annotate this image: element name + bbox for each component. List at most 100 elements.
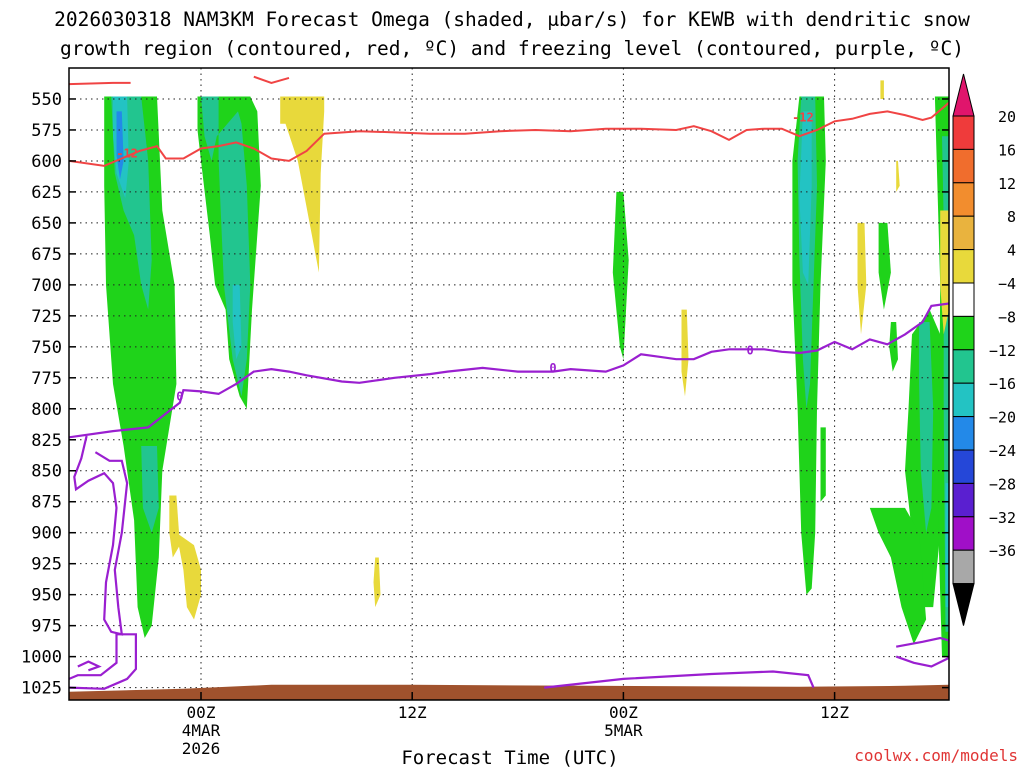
freezing-level-loop	[544, 670, 815, 689]
freezing-level-label: 0	[747, 344, 754, 358]
y-tick-label: 750	[31, 338, 62, 358]
omega-region-3	[116, 111, 124, 180]
y-tick-label: 950	[31, 586, 62, 606]
omega-region-4	[141, 446, 159, 533]
colorbar-max-arrow	[952, 73, 975, 117]
y-tick-label: 975	[31, 617, 62, 637]
colorbar: 20 16 12 8 4 −4 −8 −12 −16 −20 −24 −28 −32 −36	[952, 73, 1016, 626]
x-tick-label: 12Z	[398, 703, 427, 722]
y-tick-label: 725	[31, 307, 62, 327]
omega-region-27	[896, 160, 900, 192]
omega-region-22	[169, 495, 180, 558]
colorbar-bin	[952, 315, 975, 351]
omega-region-25	[681, 309, 689, 397]
x-tick-year: 2026	[182, 739, 221, 758]
dgz-contour-label: -12	[792, 111, 814, 125]
colorbar-label: 20	[998, 108, 1016, 126]
colorbar-bin	[952, 349, 975, 384]
chart-title-line1: 2026030318 NAM3KM Forecast Omega (shaded…	[54, 8, 970, 31]
y-tick-label: 700	[31, 276, 62, 296]
omega-region-13	[889, 322, 898, 372]
credit-text: coolwx.com/models	[854, 746, 1018, 765]
colorbar-label: 4	[1007, 242, 1016, 260]
colorbar-label: −8	[998, 308, 1016, 326]
y-tick-label: 1025	[21, 679, 62, 699]
omega-region-7	[232, 284, 242, 360]
colorbar-bin	[952, 482, 975, 518]
freezing-level-loop	[77, 660, 102, 672]
freezing-level-loop	[895, 636, 949, 668]
x-tick-label: 00Z	[187, 703, 216, 722]
terrain	[69, 684, 949, 700]
dgz-contour-line-upper	[69, 81, 131, 86]
omega-region-8	[612, 191, 629, 360]
colorbar-bin	[952, 416, 975, 451]
y-tick-label: 550	[31, 90, 62, 110]
chart-title-line2: growth region (contoured, red, ºC) and f…	[60, 37, 964, 60]
omega-region-11	[799, 111, 812, 285]
terrain-fill	[69, 684, 949, 700]
omega-region-29	[880, 80, 884, 99]
colorbar-bin	[952, 549, 975, 585]
dgz-contour-line-upper	[253, 75, 290, 84]
freezing-level-loop	[69, 633, 137, 690]
colorbar-min-arrow	[952, 583, 975, 626]
omega-region-16	[919, 322, 934, 533]
y-tick-label: 600	[31, 152, 62, 172]
freezing-level-label: 0	[549, 361, 556, 375]
colorbar-label: −12	[989, 342, 1016, 360]
y-tick-label: 675	[31, 245, 62, 265]
colorbar-label: −16	[989, 375, 1016, 393]
y-tick-label: 900	[31, 524, 62, 544]
colorbar-label: 16	[998, 141, 1016, 159]
colorbar-bin	[952, 382, 975, 418]
y-tick-label: 775	[31, 369, 62, 389]
colorbar-bin	[952, 449, 975, 484]
colorbar-bin	[952, 182, 975, 217]
freezing-level-loop	[73, 435, 129, 636]
omega-region-12	[878, 222, 891, 310]
x-tick-date: 5MAR	[604, 721, 643, 740]
colorbar-bin	[952, 215, 975, 251]
dgz-contour-line	[69, 101, 949, 167]
omega-region-20	[945, 483, 949, 608]
y-tick-label: 925	[31, 555, 62, 575]
x-tick-label: 12Z	[820, 703, 849, 722]
y-tick-label: 625	[31, 183, 62, 203]
plot-frame	[68, 67, 950, 701]
omega-region-24	[373, 557, 381, 608]
x-tick-label: 00Z	[609, 703, 638, 722]
y-tick-label: 1000	[21, 648, 62, 668]
colorbar-label: 8	[1007, 208, 1016, 226]
colorbar-bin	[952, 249, 975, 284]
freezing-level-label: 0	[176, 389, 183, 403]
omega-region-26	[857, 222, 867, 335]
x-tick-date: 4MAR	[182, 721, 221, 740]
y-tick-label: 800	[31, 400, 62, 420]
freezing-level-line	[69, 302, 949, 439]
colorbar-label: −28	[989, 475, 1016, 493]
omega-region-17	[869, 507, 927, 645]
y-tick-label: 850	[31, 462, 62, 482]
y-tick-label: 650	[31, 214, 62, 234]
contours: -12 -12 0 0 0	[69, 75, 949, 690]
colorbar-bin	[952, 115, 975, 150]
colorbar-label: −4	[998, 275, 1016, 293]
dgz-contour-label: -12	[116, 147, 138, 161]
colorbar-bin	[952, 148, 975, 184]
y-tick-label: 875	[31, 493, 62, 513]
colorbar-label: 12	[998, 175, 1016, 193]
omega-region-14	[820, 427, 826, 502]
y-tick-label: 575	[31, 121, 62, 141]
omega-region-23	[176, 532, 201, 620]
x-axis: 00Z4MAR202612Z00Z5MAR12Z00Z6MAR	[182, 692, 849, 758]
colorbar-label: −32	[989, 509, 1016, 527]
y-axis: 550 575 600 625 650 675 700 725 750 775 800 825 850 8…	[21, 90, 949, 699]
omega-region-21	[280, 96, 325, 273]
colorbar-bin	[952, 516, 975, 551]
colorbar-label: −36	[989, 542, 1016, 560]
y-tick-label: 825	[31, 431, 62, 451]
colorbar-label: −20	[989, 409, 1016, 427]
colorbar-label: −24	[989, 442, 1016, 460]
